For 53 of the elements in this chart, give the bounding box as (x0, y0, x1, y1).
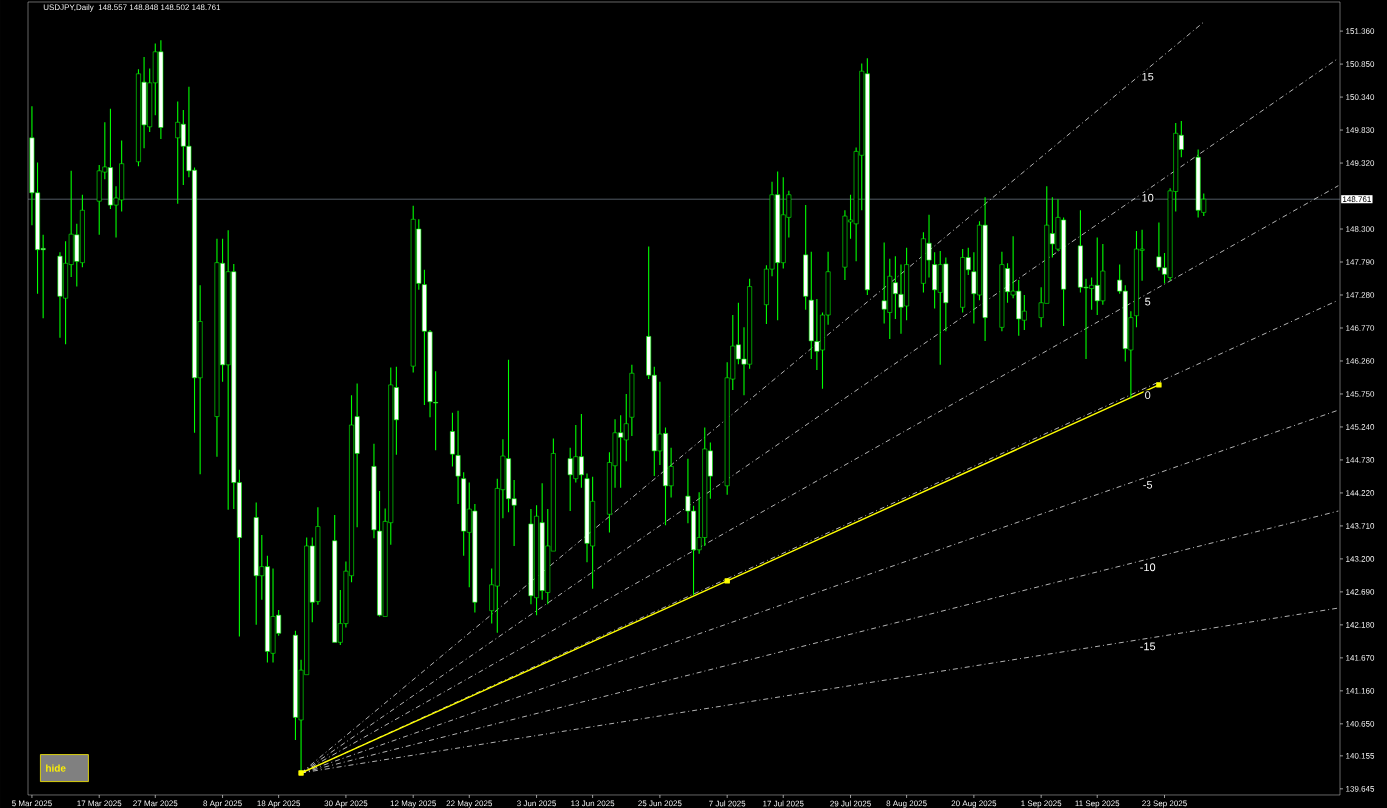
y-tick-label: 142.690 (1346, 589, 1375, 595)
y-tick-label: 149.320 (1346, 160, 1375, 166)
x-tick-label: 25 Jun 2025 (638, 800, 682, 807)
y-tick-label: 151.360 (1346, 28, 1375, 34)
x-tick-label: 1 Sep 2025 (1021, 800, 1062, 808)
y-tick-label: 140.650 (1346, 721, 1375, 727)
y-tick-label: 147.280 (1346, 292, 1375, 298)
series-label: 10 (1142, 193, 1154, 202)
ref-line-label: 148.761 (1343, 196, 1371, 203)
x-tick-label: 27 Mar 2025 (133, 800, 178, 807)
y-tick-label: 148.300 (1346, 226, 1375, 232)
x-tick-label: 3 Jun 2025 (517, 800, 556, 807)
y-tick-label: 143.710 (1346, 523, 1375, 529)
x-tick-label: 17 Mar 2025 (77, 800, 122, 807)
x-tick-label: 23 Sep 2025 (1142, 800, 1187, 808)
x-tick-label: 13 Jun 2025 (571, 800, 615, 807)
y-tick-label: 141.670 (1346, 655, 1375, 661)
y-tick-label: 150.340 (1346, 94, 1375, 100)
series-label: 0 (1145, 391, 1151, 400)
x-tick-label: 20 Aug 2025 (951, 800, 997, 808)
x-tick-label: 8 Apr 2025 (203, 800, 242, 808)
series-label: -5 (1143, 481, 1153, 489)
y-tick-label: 150.850 (1346, 61, 1375, 67)
x-tick-label: 30 Apr 2025 (324, 800, 368, 808)
y-tick-label: 140.155 (1346, 753, 1375, 759)
y-tick-label: 144.220 (1346, 490, 1375, 496)
y-tick-label: 145.240 (1346, 424, 1375, 430)
x-tick-label: 12 May 2025 (390, 800, 436, 808)
x-tick-label: 7 Jul 2025 (709, 800, 746, 807)
x-tick-label: 29 Jul 2025 (830, 800, 871, 807)
x-tick-label: 5 Mar 2025 (12, 800, 52, 807)
y-tick-label: 141.160 (1346, 688, 1375, 694)
x-tick-label: 22 May 2025 (446, 800, 493, 808)
series-label: 5 (1145, 297, 1151, 306)
series-label: -15 (1140, 642, 1156, 651)
y-tick-label: 146.260 (1346, 358, 1375, 364)
series-label: -10 (1140, 563, 1156, 572)
x-tick-label: 17 Jul 2025 (763, 800, 804, 807)
y-tick-label: 149.830 (1346, 127, 1375, 133)
series-label: 15 (1142, 72, 1154, 81)
x-tick-label: 8 Aug 2025 (886, 800, 927, 808)
chart-title: USDJPY,Daily (43, 4, 94, 12)
y-tick-label: 146.770 (1346, 325, 1375, 331)
chart-subtitle: 148.557 148.848 148.502 148.761 (98, 4, 221, 11)
x-tick-label: 18 Apr 2025 (257, 800, 301, 808)
y-tick-label: 139.645 (1346, 786, 1375, 792)
y-tick-label: 144.730 (1346, 457, 1375, 463)
y-tick-label: 142.180 (1346, 622, 1375, 628)
annotation: hide (46, 764, 66, 772)
y-tick-label: 145.750 (1346, 391, 1375, 397)
y-tick-label: 147.790 (1346, 259, 1375, 265)
y-tick-label: 143.200 (1346, 556, 1375, 562)
x-tick-label: 11 Sep 2025 (1075, 800, 1120, 808)
